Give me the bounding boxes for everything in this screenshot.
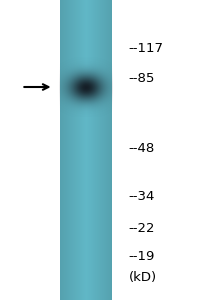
Text: --85: --85 (128, 71, 155, 85)
Text: --34: --34 (128, 190, 155, 202)
Text: --48: --48 (128, 142, 155, 154)
Text: --117: --117 (128, 41, 163, 55)
Text: (kD): (kD) (128, 272, 156, 284)
Text: --19: --19 (128, 250, 155, 262)
Text: --22: --22 (128, 221, 155, 235)
